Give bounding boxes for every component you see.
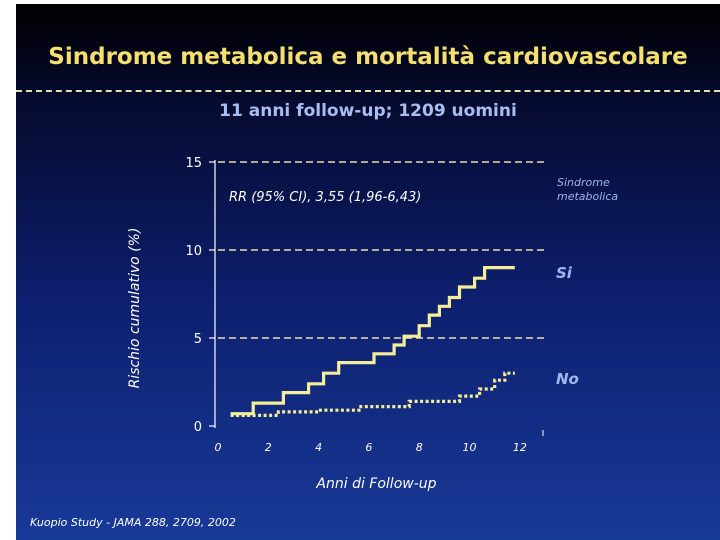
y-tick-label-10: 10	[185, 244, 202, 259]
legend-title: Sindrome metabolica	[557, 176, 618, 203]
axis-layer: 0 5 10 15 0 2 4 6 8 10 12 Anni di Follow-up Rischio …	[127, 156, 544, 492]
x-tick-label-4: 4	[315, 441, 322, 454]
citation: Kuopio Study - JAMA 288, 2709, 2002	[30, 516, 236, 529]
legend-title-line-1: Sindrome	[557, 176, 610, 189]
y-tick-label-15: 15	[185, 156, 202, 171]
x-tick-label-2: 2	[265, 441, 272, 454]
slide-title: Sindrome metabolica e mortalità cardiova…	[48, 44, 688, 70]
y-axis-title: Rischio cumulativo (%)	[127, 228, 143, 389]
x-tick-label-6: 6	[365, 441, 372, 454]
x-tick-label-0: 0	[215, 441, 222, 454]
x-tick-label-12: 12	[513, 441, 527, 454]
cumulative-risk-chart: 0 5 10 15 0 2 4 6 8 10 12 Anni di Follow-up Rischio …	[127, 156, 618, 492]
x-tick-label-8: 8	[416, 441, 423, 454]
slide: Sindrome metabolica e mortalità cardiova…	[16, 4, 720, 540]
label-layer: RR (95% CI), 3,55 (1,96-6,43) Sindrome met…	[229, 176, 618, 388]
y-tick-label-0: 0	[194, 420, 202, 435]
rr-annotation: RR (95% CI), 3,55 (1,96-6,43)	[229, 190, 421, 205]
series-layer	[230, 266, 515, 417]
slide-subtitle: 11 anni follow-up; 1209 uomini	[219, 101, 517, 121]
title-divider	[16, 90, 720, 92]
x-axis-title: Anni di Follow-up	[315, 476, 436, 492]
y-tick-label-5: 5	[194, 332, 202, 347]
grid-layer	[218, 161, 545, 339]
series-line-no	[230, 371, 515, 417]
series-label-no: No	[556, 370, 579, 388]
series-label-si: Si	[556, 264, 573, 282]
legend-title-line-2: metabolica	[557, 190, 618, 203]
x-tick-label-10: 10	[463, 441, 477, 454]
series-line-si	[230, 266, 515, 416]
